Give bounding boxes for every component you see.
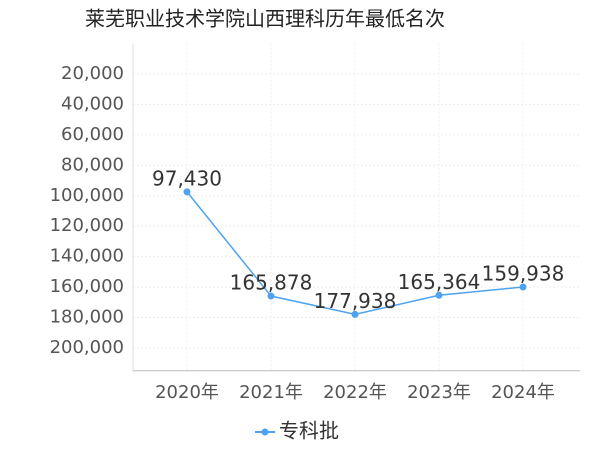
legend-label: 专科批 bbox=[279, 419, 339, 443]
chart-title: 莱芜职业技术学院山西理科历年最低名次 bbox=[85, 7, 445, 31]
y-tick-label: 160,000 bbox=[50, 276, 124, 297]
x-tick-label: 2021年 bbox=[239, 382, 303, 403]
x-tick-label: 2023年 bbox=[407, 382, 471, 403]
point bbox=[351, 310, 359, 318]
y-tick-label: 200,000 bbox=[50, 337, 124, 358]
y-tick-label: 100,000 bbox=[50, 185, 124, 206]
point bbox=[435, 291, 443, 299]
y-tick-label: 40,000 bbox=[61, 93, 124, 114]
point bbox=[183, 188, 191, 196]
x-tick-label: 2024年 bbox=[491, 382, 555, 403]
y-tick-label: 180,000 bbox=[50, 307, 124, 328]
data-label: 165,878 bbox=[230, 271, 313, 295]
y-tick-label: 120,000 bbox=[50, 215, 124, 236]
x-tick-label: 2022年 bbox=[323, 382, 387, 403]
y-tick-label: 60,000 bbox=[61, 124, 124, 145]
data-label: 159,938 bbox=[482, 262, 565, 286]
point bbox=[519, 283, 527, 291]
y-tick-label: 80,000 bbox=[61, 154, 124, 175]
point bbox=[267, 292, 275, 300]
data-label: 177,938 bbox=[314, 289, 397, 313]
legend-marker bbox=[261, 428, 269, 436]
x-tick-label: 2020年 bbox=[155, 382, 219, 403]
y-tick-label: 140,000 bbox=[50, 246, 124, 267]
data-label: 97,430 bbox=[152, 166, 222, 190]
y-tick-label: 20,000 bbox=[61, 63, 124, 84]
data-label: 165,364 bbox=[398, 270, 481, 294]
